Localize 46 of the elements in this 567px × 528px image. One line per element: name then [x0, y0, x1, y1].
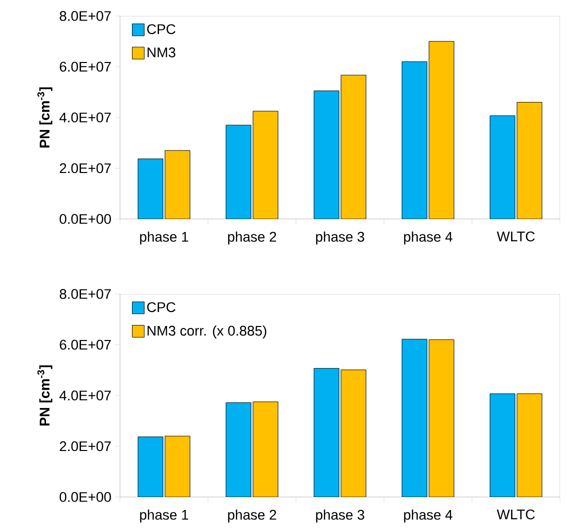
bar	[164, 150, 190, 219]
bar	[490, 115, 516, 219]
bar	[428, 41, 454, 219]
y-tick-label: 2.0E+07	[60, 441, 111, 452]
bar	[340, 370, 366, 497]
y-tick-label: 0.0E+00	[60, 492, 111, 502]
bar	[490, 393, 516, 497]
legend-label: NM3	[148, 47, 176, 58]
x-tick-label: WLTC	[496, 231, 535, 242]
x-tick-label: WLTC	[496, 509, 535, 520]
bar	[340, 74, 366, 219]
y-axis-title: PN [cm$^{-3}$]	[37, 87, 52, 148]
y-tick-label: 4.0E+07	[59, 390, 111, 400]
bar	[314, 90, 340, 219]
y-axis-title: PN [cm$^{-3}$]	[37, 365, 52, 426]
x-tick-label: phase 4	[404, 232, 452, 244]
bar	[252, 110, 278, 219]
bar	[226, 124, 252, 219]
legend-label: NM3 corr. (x 0.885)	[148, 325, 266, 338]
bar	[164, 436, 190, 497]
bar	[252, 402, 278, 497]
bar	[314, 368, 340, 497]
bar	[516, 393, 542, 497]
y-tick-label: 2.0E+07	[60, 163, 111, 174]
y-tick-label: 0.0E+00	[60, 214, 111, 224]
legend-label: CPC	[147, 24, 176, 34]
x-tick-label: phase 2	[228, 232, 276, 244]
x-tick-label: phase 1	[140, 510, 188, 522]
bar	[402, 61, 428, 219]
legend-label: CPC	[147, 302, 176, 312]
y-tick-label: 4.0E+07	[59, 112, 111, 122]
y-tick-label: 8.0E+07	[60, 11, 111, 21]
bar	[226, 402, 252, 497]
bar	[138, 436, 164, 497]
x-tick-label: phase 2	[228, 510, 276, 522]
x-tick-label: phase 4	[404, 510, 452, 522]
bar	[516, 102, 542, 219]
y-tick-label: 6.0E+07	[60, 62, 111, 72]
bar	[428, 339, 454, 497]
x-tick-label: phase 3	[316, 232, 364, 244]
y-tick-label: 6.0E+07	[60, 340, 111, 350]
bar	[402, 338, 428, 497]
bar	[138, 158, 164, 219]
y-tick-label: 8.0E+07	[60, 289, 111, 299]
x-tick-label: phase 1	[140, 232, 188, 244]
x-tick-label: phase 3	[316, 510, 364, 522]
